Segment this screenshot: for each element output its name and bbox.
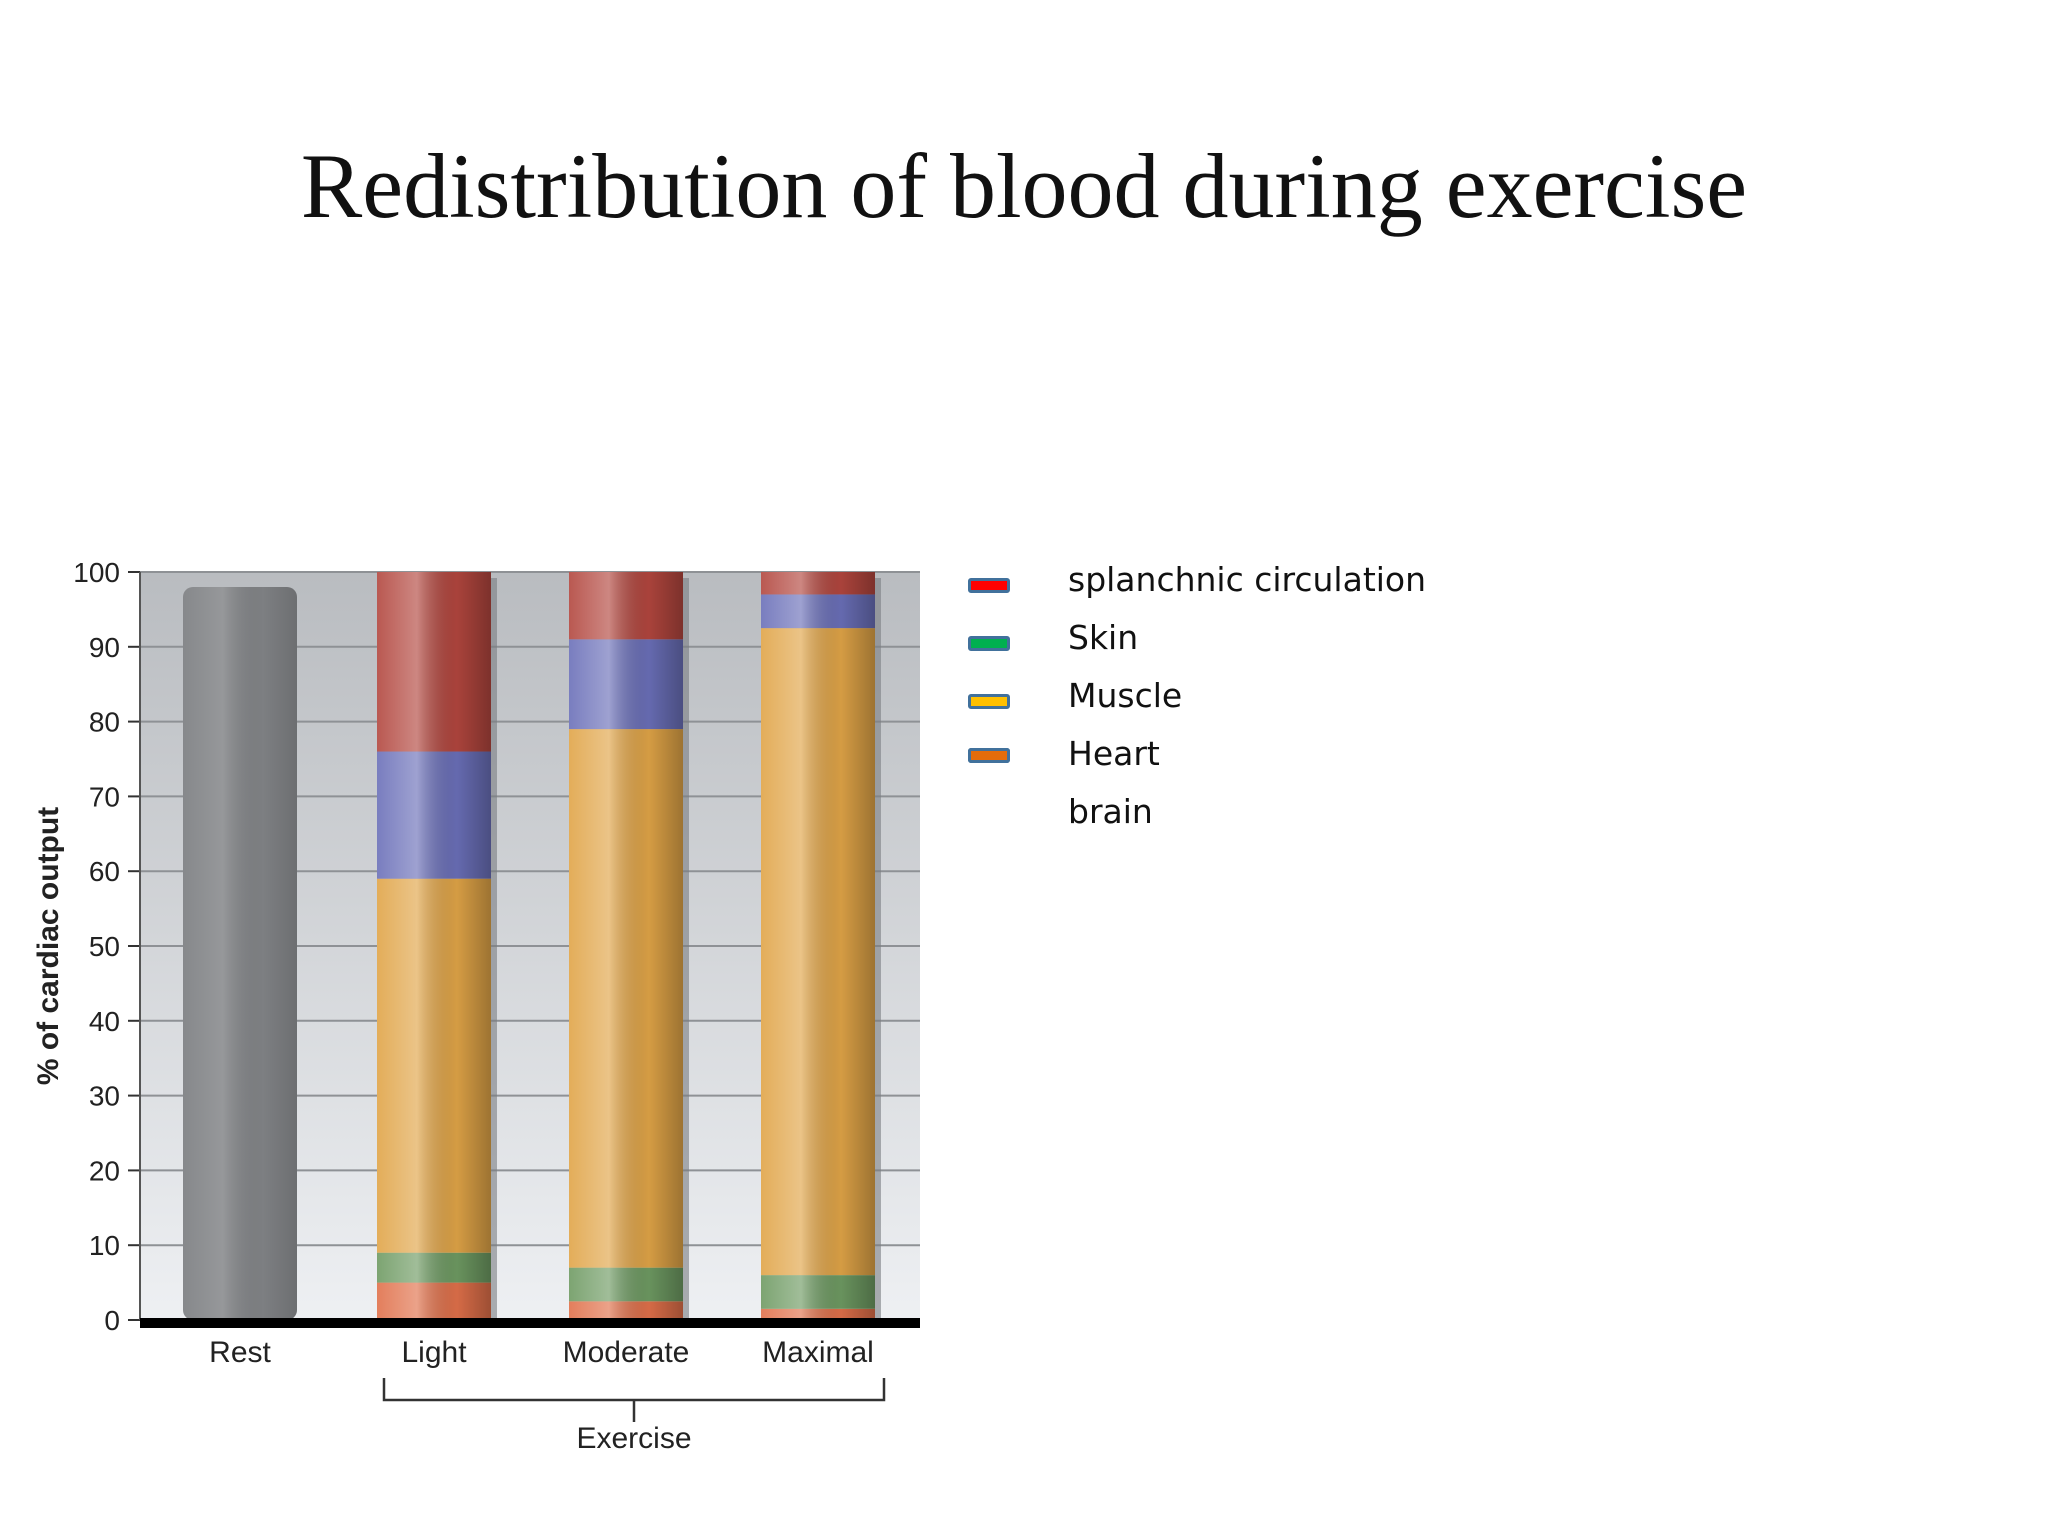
x-category-label-moderate: Moderate <box>563 1336 690 1369</box>
bar-segment-muscle-maximal-shading <box>761 628 875 1276</box>
bar-segment-heart-light-shading <box>377 751 491 879</box>
y-tick-label: 100 <box>73 557 120 588</box>
bar-segment-muscle-moderate-shading <box>569 729 683 1268</box>
slide-title: Redistribution of blood during exercise <box>300 135 1748 237</box>
bar-rest-shading <box>183 586 297 1320</box>
legend-label: splanchnic circulation <box>1068 560 1427 599</box>
y-tick-label: 60 <box>89 856 120 887</box>
exercise-label: Exercise <box>576 1422 691 1455</box>
bar-segment-heart-maximal-shading <box>761 594 875 629</box>
legend-swatch <box>968 578 1010 593</box>
bar-segment-heart-moderate-shading <box>569 639 683 730</box>
legend-label: brain <box>1068 792 1153 831</box>
bars <box>183 572 881 1320</box>
x-category-label-maximal: Maximal <box>762 1336 874 1369</box>
x-category-label-light: Light <box>401 1336 467 1369</box>
y-tick-label: 80 <box>89 707 120 738</box>
y-tick-label: 90 <box>89 632 120 663</box>
legend-swatch <box>968 694 1010 709</box>
legend-label: Skin <box>1068 618 1139 657</box>
bar-segment-skin-moderate-shading <box>569 1267 683 1302</box>
exercise-bracket: Exercise <box>382 1378 886 1455</box>
bar-segment-skin-maximal-shading <box>761 1275 875 1309</box>
legend-swatch <box>968 636 1010 651</box>
bar-segment-brain-moderate-shading <box>569 1301 683 1320</box>
x-axis-baseline <box>140 1318 920 1328</box>
bar-shadow <box>491 578 497 1320</box>
y-tick-label: 50 <box>89 931 120 962</box>
y-tick-label: 30 <box>89 1081 120 1112</box>
y-tick-label: 40 <box>89 1006 120 1037</box>
y-tick-label: 10 <box>89 1230 120 1261</box>
legend-swatch <box>968 748 1010 763</box>
bar-segment-skin-light-shading <box>377 1252 491 1283</box>
y-axis-title: % of cardiac output <box>32 807 65 1085</box>
bar-segment-splanchnic-circulation-moderate-shading <box>569 572 683 640</box>
bar-segment-brain-maximal-shading <box>761 1308 875 1320</box>
legend-label: Heart <box>1068 734 1160 773</box>
bar-segment-splanchnic-circulation-light-shading <box>377 572 491 752</box>
bar-shadow <box>875 578 881 1320</box>
x-category-label-rest: Rest <box>209 1336 271 1369</box>
axes: 0 10 20 30 40 50 60 70 80 90 100 Rest Light Moderate M… <box>73 557 920 1369</box>
bar-segment-brain-light-shading <box>377 1282 491 1320</box>
exercise-bracket-line <box>382 1378 886 1422</box>
legend-label: Muscle <box>1068 676 1183 715</box>
y-tick-label: 70 <box>89 781 120 812</box>
y-tick-label: 0 <box>104 1305 120 1336</box>
bar-shadow <box>683 578 689 1320</box>
y-tick-label: 20 <box>89 1155 120 1186</box>
bar-segment-muscle-light-shading <box>377 878 491 1253</box>
bar-segment-splanchnic-circulation-maximal-shading <box>761 572 875 595</box>
